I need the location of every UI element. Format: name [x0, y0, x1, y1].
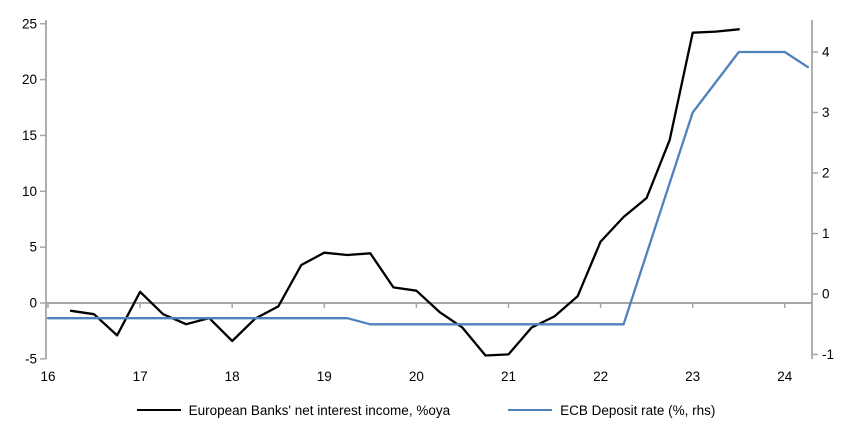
- right-axis-tick-label: 1: [822, 226, 830, 241]
- blue-line-swatch: [508, 409, 553, 412]
- left-axis-tick-label: 0: [29, 296, 37, 311]
- left-axis-tick-label: -5: [25, 351, 37, 366]
- x-axis-tick-label: 23: [685, 369, 700, 384]
- legend-item-ecb-deposit-rate: ECB Deposit rate (%, rhs): [508, 402, 716, 418]
- x-axis-tick-label: 19: [317, 369, 332, 384]
- right-axis-tick-label: 0: [822, 287, 830, 302]
- x-axis-tick-label: 20: [409, 369, 424, 384]
- x-axis-tick-label: 18: [225, 369, 240, 384]
- legend-label: ECB Deposit rate (%, rhs): [560, 402, 716, 418]
- legend-item-net-interest-income: European Banks' net interest income, %oy…: [136, 402, 451, 418]
- x-axis-tick-label: 24: [777, 369, 793, 384]
- legend-label: European Banks' net interest income, %oy…: [188, 402, 451, 418]
- x-axis-tick-label: 22: [593, 369, 608, 384]
- x-axis-tick-label: 16: [40, 369, 55, 384]
- black-line-swatch: [136, 409, 181, 412]
- right-axis-tick-label: 2: [822, 166, 830, 181]
- x-axis-tick-label: 17: [133, 369, 148, 384]
- left-axis-tick-label: 5: [29, 240, 37, 255]
- chart-legend: European Banks' net interest income, %oy…: [0, 402, 852, 418]
- net-interest-income-line: [69, 28, 740, 357]
- left-axis-tick-label: 20: [22, 72, 37, 87]
- right-axis-tick-label: 3: [822, 105, 830, 120]
- x-axis-tick-label: 21: [501, 369, 516, 384]
- ecb-deposit-rate-line: [46, 50, 809, 326]
- right-axis-tick-label: -1: [822, 347, 834, 362]
- left-axis-tick-label: 25: [22, 16, 37, 31]
- left-axis-tick-label: 10: [22, 184, 37, 199]
- right-axis-tick-label: 4: [822, 45, 830, 60]
- left-axis-tick-label: 15: [22, 128, 37, 143]
